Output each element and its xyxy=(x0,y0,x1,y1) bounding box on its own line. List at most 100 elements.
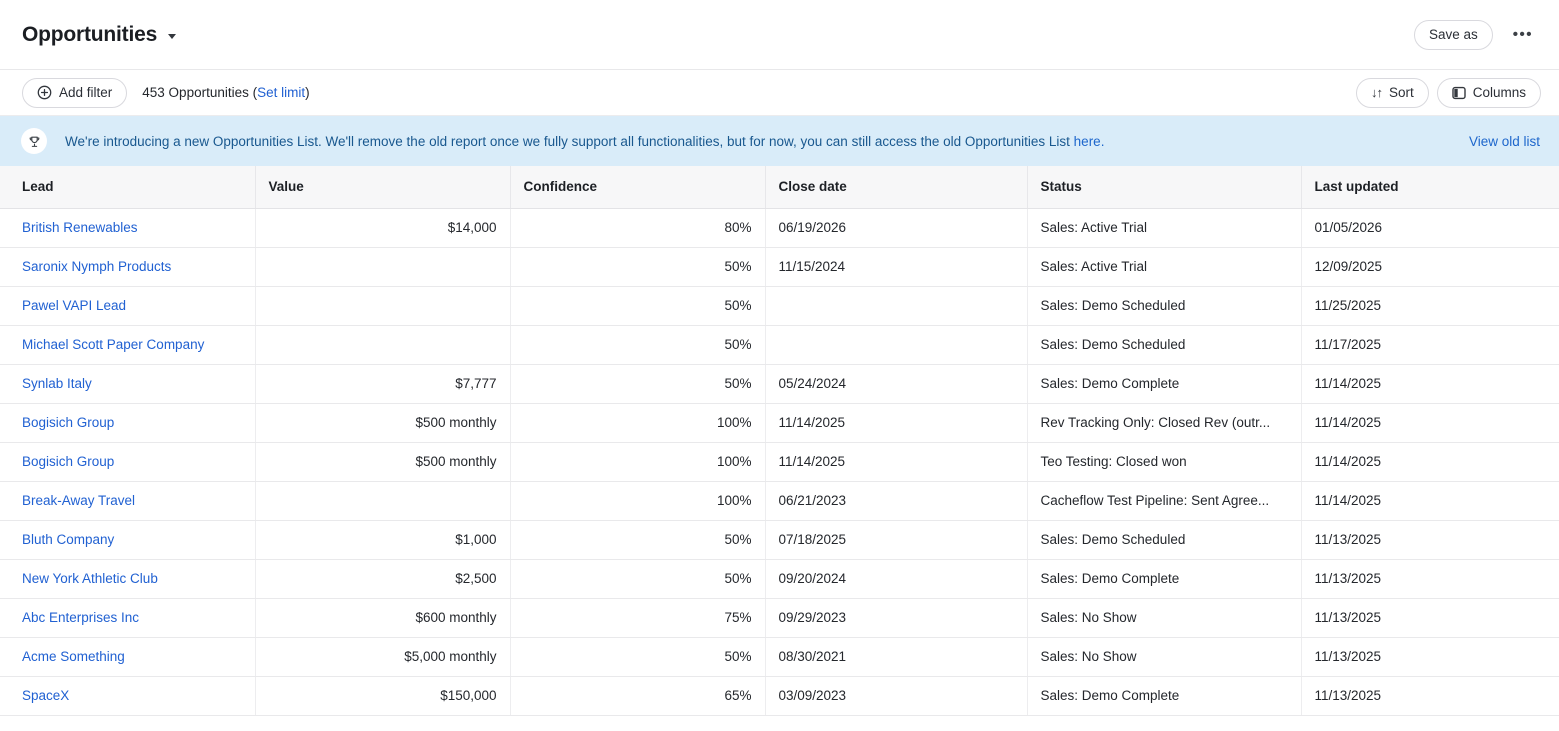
table-row: SpaceX $150,000 65% 03/09/2023 Sales: Demo C… xyxy=(0,676,1559,716)
cell-close-date: 03/09/2023 xyxy=(765,676,1028,716)
cell-confidence: 50% xyxy=(510,637,766,677)
set-limit-link[interactable]: Set limit xyxy=(257,85,306,100)
count-text-close: ) xyxy=(305,85,310,100)
table-header-row: Lead Value Confidence Close date Status … xyxy=(0,166,1559,209)
table-row: Bluth Company $1,000 50% 07/18/2025 Sales: D… xyxy=(0,520,1559,560)
table-row: New York Athletic Club $2,500 50% 09/20/202… xyxy=(0,559,1559,599)
cell-status: Cacheflow Test Pipeline: Sent Agree... xyxy=(1027,481,1302,521)
cell-last-updated: 11/13/2025 xyxy=(1301,559,1559,599)
cell-value xyxy=(255,286,511,326)
cell-close-date: 06/19/2026 xyxy=(765,208,1028,248)
cell-value: $150,000 xyxy=(255,676,511,716)
table-row: British Renewables $14,000 80% 06/19/2026 Sa… xyxy=(0,208,1559,248)
lead-link[interactable]: Bogisich Group xyxy=(22,454,115,469)
cell-lead: Bogisich Group xyxy=(0,442,256,482)
lead-link[interactable]: Bogisich Group xyxy=(22,415,115,430)
cell-close-date: 09/29/2023 xyxy=(765,598,1028,638)
columns-button[interactable]: Columns xyxy=(1436,77,1541,108)
cell-last-updated: 11/13/2025 xyxy=(1301,676,1559,716)
column-header-confidence: Confidence xyxy=(510,166,766,209)
lead-link[interactable]: Break-Away Travel xyxy=(22,493,136,508)
cell-confidence: 100% xyxy=(510,442,766,482)
cell-confidence: 100% xyxy=(510,403,766,443)
column-header-status: Status xyxy=(1027,166,1302,209)
cell-close-date: 07/18/2025 xyxy=(765,520,1028,560)
cell-lead: Pawel VAPI Lead xyxy=(0,286,256,326)
cell-status: Sales: Demo Scheduled xyxy=(1027,325,1302,365)
lead-link[interactable]: British Renewables xyxy=(22,220,138,235)
cell-status: Sales: Active Trial xyxy=(1027,247,1302,287)
cell-last-updated: 11/14/2025 xyxy=(1301,364,1559,404)
more-menu-button[interactable]: ••• xyxy=(1507,23,1539,46)
trophy-icon xyxy=(28,135,41,148)
lead-link[interactable]: Michael Scott Paper Company xyxy=(22,337,205,352)
cell-last-updated: 11/14/2025 xyxy=(1301,403,1559,443)
cell-value: $600 monthly xyxy=(255,598,511,638)
add-filter-button[interactable]: Add filter xyxy=(22,77,128,108)
table-columns-icon xyxy=(1452,86,1466,100)
cell-close-date xyxy=(765,325,1028,365)
banner-here-link[interactable]: here. xyxy=(1073,133,1105,149)
plus-circle-icon xyxy=(37,85,52,100)
cell-status: Sales: Demo Complete xyxy=(1027,676,1302,716)
cell-status: Sales: Demo Scheduled xyxy=(1027,286,1302,326)
lead-link[interactable]: Saronix Nymph Products xyxy=(22,259,172,274)
banner-message-text: We're introducing a new Opportunities Li… xyxy=(65,133,1074,149)
cell-status: Sales: No Show xyxy=(1027,637,1302,677)
page-title: Opportunities xyxy=(22,22,158,46)
page-header: Opportunities Save as ••• xyxy=(0,0,1559,70)
cell-status: Teo Testing: Closed won xyxy=(1027,442,1302,482)
table-row: Acme Something $5,000 monthly 50% 08/30/202… xyxy=(0,637,1559,677)
cell-confidence: 50% xyxy=(510,520,766,560)
cell-status: Sales: Active Trial xyxy=(1027,208,1302,248)
cell-close-date: 11/15/2024 xyxy=(765,247,1028,287)
sort-button[interactable]: ↓↑ Sort xyxy=(1355,77,1429,108)
table-row: Bogisich Group $500 monthly 100% 11/14/2025… xyxy=(0,403,1559,443)
save-as-button[interactable]: Save as xyxy=(1413,19,1493,50)
column-header-last-updated: Last updated xyxy=(1301,166,1559,209)
lead-link[interactable]: Pawel VAPI Lead xyxy=(22,298,127,313)
cell-status: Sales: Demo Scheduled xyxy=(1027,520,1302,560)
lead-link[interactable]: New York Athletic Club xyxy=(22,571,158,586)
cell-last-updated: 11/13/2025 xyxy=(1301,520,1559,560)
view-old-list-link[interactable]: View old list xyxy=(1468,133,1540,149)
cell-last-updated: 11/13/2025 xyxy=(1301,637,1559,677)
count-text: 453 Opportunities ( xyxy=(142,85,258,100)
cell-close-date: 08/30/2021 xyxy=(765,637,1028,677)
cell-confidence: 50% xyxy=(510,286,766,326)
lead-link[interactable]: Abc Enterprises Inc xyxy=(22,610,140,625)
cell-lead: Saronix Nymph Products xyxy=(0,247,256,287)
cell-value: $500 monthly xyxy=(255,442,511,482)
column-header-value: Value xyxy=(255,166,511,209)
lead-link[interactable]: Synlab Italy xyxy=(22,376,92,391)
lead-link[interactable]: SpaceX xyxy=(22,688,70,703)
cell-confidence: 80% xyxy=(510,208,766,248)
cell-lead: New York Athletic Club xyxy=(0,559,256,599)
opportunities-table: Lead Value Confidence Close date Status … xyxy=(0,166,1559,716)
cell-lead: Acme Something xyxy=(0,637,256,677)
table-row: Bogisich Group $500 monthly 100% 11/14/2025… xyxy=(0,442,1559,482)
cell-value: $5,000 monthly xyxy=(255,637,511,677)
cell-status: Rev Tracking Only: Closed Rev (outr... xyxy=(1027,403,1302,443)
cell-status: Sales: No Show xyxy=(1027,598,1302,638)
cell-value xyxy=(255,325,511,365)
cell-lead: British Renewables xyxy=(0,208,256,248)
table-row: Michael Scott Paper Company 50% Sales: Dem… xyxy=(0,325,1559,365)
lead-link[interactable]: Bluth Company xyxy=(22,532,115,547)
view-title-dropdown[interactable]: Opportunities xyxy=(22,22,177,47)
lead-link[interactable]: Acme Something xyxy=(22,649,125,664)
cell-value xyxy=(255,481,511,521)
opportunities-table-body: British Renewables $14,000 80% 06/19/2026 Sa… xyxy=(0,208,1559,716)
cell-lead: Bluth Company xyxy=(0,520,256,560)
sort-label: Sort xyxy=(1388,85,1414,100)
cell-close-date: 11/14/2025 xyxy=(765,403,1028,443)
cell-close-date xyxy=(765,286,1028,326)
cell-confidence: 50% xyxy=(510,325,766,365)
cell-last-updated: 11/17/2025 xyxy=(1301,325,1559,365)
cell-last-updated: 11/14/2025 xyxy=(1301,481,1559,521)
cell-close-date: 05/24/2024 xyxy=(765,364,1028,404)
cell-lead: Break-Away Travel xyxy=(0,481,256,521)
cell-close-date: 06/21/2023 xyxy=(765,481,1028,521)
cell-value: $2,500 xyxy=(255,559,511,599)
table-row: Abc Enterprises Inc $600 monthly 75% 09/29/… xyxy=(0,598,1559,638)
